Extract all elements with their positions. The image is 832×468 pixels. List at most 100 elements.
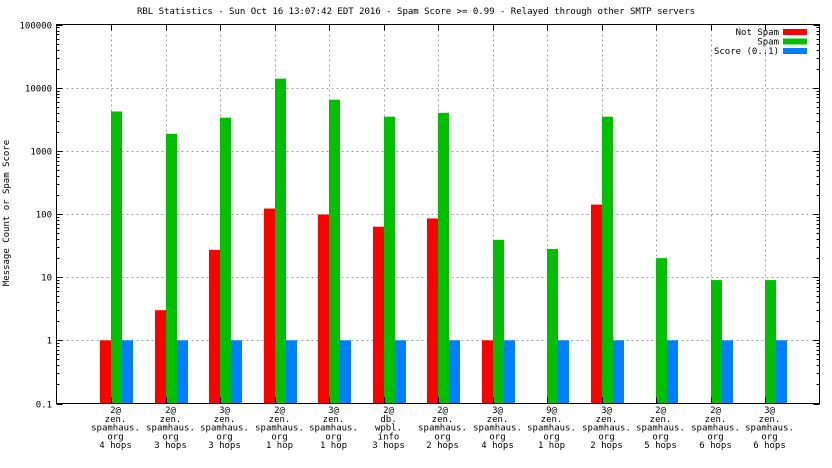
x-tick-label: 3@ bbox=[492, 406, 503, 416]
bar-score- bbox=[340, 340, 351, 403]
bar-score- bbox=[449, 340, 460, 403]
x-tick-label: 6 hops bbox=[699, 441, 732, 451]
bar-not-spam bbox=[155, 310, 166, 403]
bar-score- bbox=[231, 340, 242, 403]
x-tick-label: 3 hops bbox=[372, 441, 405, 451]
x-tick-label: info bbox=[378, 432, 400, 442]
y-tick-label: 0.1 bbox=[36, 401, 52, 411]
bar-score- bbox=[504, 340, 515, 403]
bar-spam bbox=[166, 133, 177, 404]
x-tick-label: 2@ bbox=[383, 406, 394, 416]
x-tick-label: spamhaus. bbox=[418, 424, 467, 434]
bar-not-spam bbox=[482, 340, 493, 403]
x-tick-label: 1 hop bbox=[320, 441, 347, 451]
bar-spam bbox=[711, 280, 722, 403]
bar-spam bbox=[602, 116, 613, 404]
bar-spam bbox=[656, 258, 667, 403]
legend-label: Not Spam bbox=[736, 28, 779, 38]
bar-score- bbox=[776, 340, 787, 403]
x-tick-label: 2 hops bbox=[426, 441, 459, 451]
chart-title: RBL Statistics - Sun Oct 16 13:07:42 EDT… bbox=[137, 7, 695, 17]
x-tick-label: org bbox=[271, 432, 287, 442]
bar-spam bbox=[547, 248, 558, 403]
y-tick-label: 100 bbox=[36, 211, 52, 221]
x-tick-label: 1 hop bbox=[266, 441, 293, 451]
x-tick-label: 3@ bbox=[764, 406, 775, 416]
x-tick-label: zen. bbox=[650, 415, 672, 425]
x-tick-label: spamhaus. bbox=[91, 424, 140, 434]
x-tick-label: 2@ bbox=[437, 406, 448, 416]
plot-border bbox=[56, 24, 820, 404]
legend-swatch bbox=[783, 48, 807, 54]
x-tick-label: spamhaus. bbox=[255, 424, 304, 434]
legend-label: Spam bbox=[757, 38, 779, 48]
bar-score- bbox=[667, 340, 678, 403]
bar-score- bbox=[395, 340, 406, 403]
bar-score- bbox=[177, 340, 188, 403]
bar-spam bbox=[275, 78, 286, 403]
x-tick-label: 2 hops bbox=[590, 441, 623, 451]
x-tick-label: 3 hops bbox=[154, 441, 187, 451]
x-tick-label: zen. bbox=[487, 415, 509, 425]
x-tick-label: spamhaus. bbox=[636, 424, 685, 434]
y-tick-label: 100000 bbox=[19, 22, 52, 32]
x-tick-label: zen. bbox=[214, 415, 236, 425]
x-tick-label: 3@ bbox=[601, 406, 612, 416]
x-tick-label: org bbox=[107, 432, 123, 442]
bar-score- bbox=[286, 340, 297, 403]
bar-not-spam bbox=[318, 214, 329, 403]
x-tick-label: zen. bbox=[432, 415, 454, 425]
x-tick-label: 5 hops bbox=[644, 441, 677, 451]
bar-spam bbox=[384, 116, 395, 404]
bar-score- bbox=[613, 340, 624, 403]
x-tick-label: org bbox=[434, 432, 450, 442]
bar-spam bbox=[329, 99, 340, 404]
x-tick-label: spamhaus. bbox=[745, 424, 794, 434]
x-tick-label: 4 hops bbox=[99, 441, 132, 451]
x-tick-label: 9@ bbox=[546, 406, 557, 416]
bar-not-spam bbox=[373, 226, 384, 403]
x-tick-label: org bbox=[489, 432, 505, 442]
y-tick-label: 1 bbox=[47, 337, 52, 347]
y-tick-label: 10 bbox=[41, 274, 52, 284]
x-tick-label: 2@ bbox=[165, 406, 176, 416]
x-tick-label: zen. bbox=[160, 415, 182, 425]
legend-swatch bbox=[783, 38, 807, 45]
x-tick-label: org bbox=[325, 432, 341, 442]
bar-spam bbox=[111, 111, 122, 403]
x-tick-label: 1 hop bbox=[538, 441, 565, 451]
x-tick-label: org bbox=[162, 432, 178, 442]
x-tick-label: org bbox=[216, 432, 232, 442]
x-tick-label: db. bbox=[380, 415, 396, 425]
bar-score- bbox=[558, 340, 569, 403]
x-tick-label: 3 hops bbox=[208, 441, 241, 451]
y-axis-label: Message Count or Spam Score bbox=[2, 140, 12, 286]
bar-not-spam bbox=[264, 208, 275, 403]
x-tick-label: 2@ bbox=[110, 406, 121, 416]
x-tick-label: spamhaus. bbox=[146, 424, 195, 434]
x-tick-label: org bbox=[652, 432, 668, 442]
bar-not-spam bbox=[100, 340, 111, 403]
x-tick-label: spamhaus. bbox=[691, 424, 740, 434]
x-tick-label: spamhaus. bbox=[473, 424, 522, 434]
x-tick-label: zen. bbox=[323, 415, 345, 425]
bar-spam bbox=[220, 117, 231, 403]
bar-score- bbox=[722, 340, 733, 403]
x-tick-label: 3@ bbox=[219, 406, 230, 416]
bar-spam bbox=[438, 112, 449, 403]
legend-label: Score (0..1) bbox=[714, 47, 779, 57]
x-tick-label: 4 hops bbox=[481, 441, 514, 451]
bar-spam bbox=[765, 280, 776, 403]
y-tick-label: 1000 bbox=[30, 148, 52, 158]
x-tick-label: zen. bbox=[105, 415, 127, 425]
x-tick-label: zen. bbox=[705, 415, 727, 425]
x-tick-label: spamhaus. bbox=[309, 424, 358, 434]
x-tick-label: org bbox=[707, 432, 723, 442]
bar-score- bbox=[122, 340, 133, 403]
x-tick-label: org bbox=[598, 432, 614, 442]
x-tick-label: spamhaus. bbox=[527, 424, 576, 434]
x-tick-label: 2@ bbox=[274, 406, 285, 416]
x-tick-label: 3@ bbox=[328, 406, 339, 416]
